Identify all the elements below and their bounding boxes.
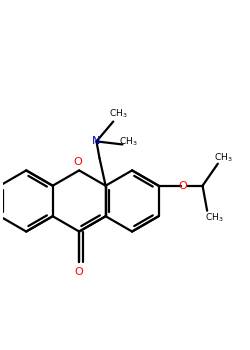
Text: N: N: [92, 136, 101, 146]
Text: CH$_3$: CH$_3$: [119, 136, 138, 148]
Text: CH$_3$: CH$_3$: [108, 108, 127, 120]
Text: CH$_3$: CH$_3$: [206, 211, 224, 224]
Text: O: O: [178, 181, 187, 191]
Text: O: O: [75, 267, 84, 277]
Text: CH$_3$: CH$_3$: [214, 151, 233, 164]
Text: O: O: [73, 157, 82, 167]
